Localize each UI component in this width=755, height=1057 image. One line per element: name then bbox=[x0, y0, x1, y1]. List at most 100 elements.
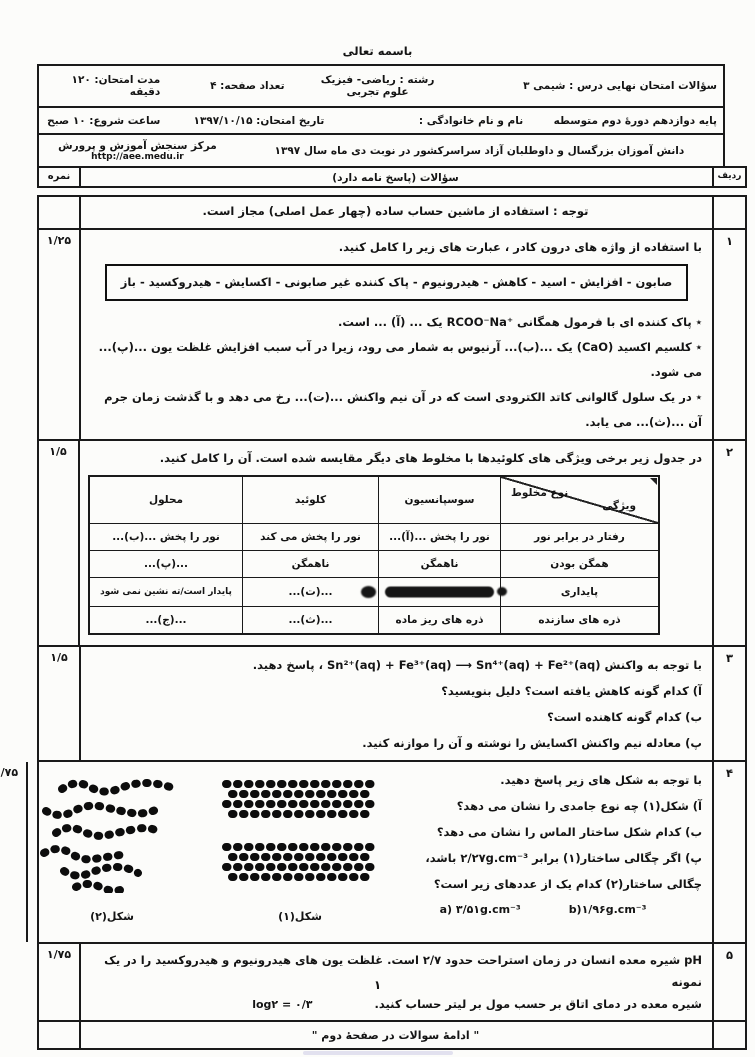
question-3-item-a-bold: دلیل بنویسید؟ bbox=[441, 684, 521, 698]
question-2-number: ۲ bbox=[712, 441, 745, 645]
question-2-body: در جدول زیر برخی ویژگی های کلوئیدها با م… bbox=[80, 441, 712, 645]
question-4-item-a: آ) شکل(۱) چه نوع جامدی را نشان می دهد؟ bbox=[456, 799, 702, 813]
question-5-row: ۵ pH شیره معده انسان در زمان استراحت حدو… bbox=[39, 942, 745, 1020]
ink-smudge bbox=[385, 586, 494, 598]
colloid-comparison-table: نوع مخلوط ویژگی سوسپانسیون کلوئید محلول … bbox=[88, 475, 660, 635]
bottom-watermark-remnant bbox=[302, 1051, 453, 1055]
grade-cell: پایه دوازدهم دورهٔ دوم متوسطه bbox=[553, 114, 717, 127]
question-1-number: ۱ bbox=[712, 230, 745, 439]
redox-reaction-equation: Sn²⁺(aq) + Fe³⁺(aq) ⟶ Sn⁴⁺(aq) + Fe²⁺(aq… bbox=[326, 658, 601, 672]
figure-1-caption: شکل(۱) bbox=[278, 910, 322, 923]
question-4-options: a) ۳/۵۱g.cm⁻³ b)۱/۹۶g.cm⁻³ bbox=[384, 897, 702, 923]
mixture-type-label: نوع مخلوط bbox=[511, 487, 569, 499]
question-4-row: ۴ با توجه به شکل های زیر پاسخ دهید. آ) ش… bbox=[0, 760, 745, 942]
name-cell: نام و نام خانوادگی : bbox=[418, 114, 524, 127]
question-5-line2: شیره معده در دمای اتاق بر حسب مول بر لیت… bbox=[252, 997, 702, 1011]
detergent-formula: RCOO⁻Na⁺ bbox=[446, 315, 514, 329]
question-1-item-a: ٭ پاک کننده ای با فرمول همگانی RCOO⁻Na⁺ … bbox=[338, 315, 702, 329]
question-5-body: pH شیره معده انسان در زمان استراحت حدود … bbox=[81, 944, 712, 1020]
field-line1: رشته : ریاضی- فیزیک bbox=[320, 74, 435, 86]
question-4-item-p: پ) اگر چگالی ساختار(۱) برابر ۲/۲۷g.cm⁻³ … bbox=[425, 851, 702, 865]
question-1-row: ۱ با استفاده از واژه های درون کادر ، عبا… bbox=[39, 228, 745, 439]
density-structure-1: ۲/۲۷g.cm⁻³ bbox=[460, 851, 529, 865]
question-4-text-column: با توجه به شکل های زیر پاسخ دهید. آ) شکل… bbox=[384, 767, 702, 929]
row-stability-label: پایداری bbox=[497, 577, 658, 606]
ink-smudge bbox=[361, 586, 376, 598]
question-3-item-b: ب) کدام گونه کاهنده است؟ bbox=[547, 710, 702, 724]
notice-text: استفاده از ماشین حساب ساده (چهار عمل اصل… bbox=[202, 204, 550, 218]
question-1-item-c: ٭ در یک سلول گالوانی کاتد الکترودی است ک… bbox=[104, 390, 702, 429]
question-1-item-b: ٭ کلسیم اکسید (CaO) یک ...(ب)... آرنیوس … bbox=[98, 340, 702, 379]
audience-cell: دانش آموزان بزرگسال و داوطلبان آزاد سراس… bbox=[274, 144, 685, 157]
question-3-number: ۳ bbox=[712, 647, 745, 760]
questions-column-header: سؤالات (پاسخ نامه دارد) bbox=[332, 172, 459, 184]
header-row-3: دانش آموزان بزرگسال و داوطلبان آزاد سراس… bbox=[39, 133, 723, 166]
word-bank-box: صابون - افزایش - اسید - کاهش - هیدرونیوم… bbox=[105, 264, 688, 301]
cell-particles-suspension: ذره های ریز ماده bbox=[378, 606, 500, 633]
header-row-2: پایه دوازدهم دورهٔ دوم متوسطه نام و نام … bbox=[39, 106, 723, 133]
question-1-score: ۱/۲۵ bbox=[39, 230, 81, 439]
question-2-row: ۲ در جدول زیر برخی ویژگی های کلوئیدها با… bbox=[39, 439, 745, 645]
question-3-item-a: آ) کدام گونه کاهش یافته است؟ دلیل بنویسی… bbox=[441, 684, 702, 698]
log-given-value: log۲ = ۰/۳ bbox=[252, 998, 313, 1011]
question-1-body: با استفاده از واژه های درون کادر ، عبارت… bbox=[81, 230, 712, 439]
option-a-density: a) ۳/۵۱g.cm⁻³ bbox=[439, 903, 521, 916]
question-5-line1: pH شیره معده انسان در زمان استراحت حدود … bbox=[104, 953, 702, 989]
figure-2: شکل(۲) bbox=[36, 775, 188, 929]
question-5-number: ۵ bbox=[712, 944, 745, 1020]
cell-homogeneous-suspension: ناهمگن bbox=[378, 550, 500, 577]
question-3-item-p: پ) معادله نیم واکنش اکسایش را نوشته و آن… bbox=[362, 736, 702, 750]
diagonal-header-cell: نوع مخلوط ویژگی bbox=[500, 477, 658, 523]
cell-particles-solution: ...(ج)... bbox=[90, 606, 242, 633]
top-watermark: www.medu.ir bbox=[320, 0, 435, 5]
question-4-figures: شکل(۱) bbox=[36, 767, 384, 929]
column-suspension: سوسپانسیون bbox=[378, 477, 500, 523]
row-homogeneous-label: همگن بودن bbox=[500, 550, 658, 577]
assessment-center-cell: مرکز سنجش آموزش و پرورش http://aee.medu.… bbox=[39, 135, 236, 166]
question-3-intro: با توجه به واکنش Sn²⁺(aq) + Fe³⁺(aq) ⟶ S… bbox=[252, 658, 702, 672]
question-3-score: ۱/۵ bbox=[39, 647, 81, 760]
row-number-column-header: ردیف bbox=[712, 168, 745, 186]
question-3-row: ۳ با توجه به واکنش Sn²⁺(aq) + Fe³⁺(aq) ⟶… bbox=[39, 645, 745, 760]
field-cell: رشته : ریاضی- فیزیک علوم تجربی bbox=[291, 66, 465, 106]
ink-smudge bbox=[497, 587, 507, 596]
exam-title-label: سؤالات امتحان نهایی درس : bbox=[569, 80, 717, 92]
calculator-notice: توجه : استفاده از ماشین حساب ساده (چهار … bbox=[81, 197, 712, 228]
question-4-score: ۰/۷۵ bbox=[0, 762, 28, 942]
figure-1-crystalline-solid-diagram bbox=[222, 780, 380, 881]
notice-label: توجه : bbox=[553, 204, 589, 218]
question-4-item-p-line2: چگالی ساختار(۲) کدام یک از عددهای زیر اس… bbox=[433, 877, 702, 891]
question-3-body: با توجه به واکنش Sn²⁺(aq) + Fe³⁺(aq) ⟶ S… bbox=[81, 647, 712, 760]
figure-2-caption: شکل(۲) bbox=[90, 910, 134, 923]
row-particles-label: ذره های سازنده bbox=[500, 606, 658, 633]
cell-particles-colloid: ...(ث)... bbox=[242, 606, 378, 633]
top-watermark-text: www.medu.ir bbox=[320, 0, 435, 4]
exam-subject: شیمی ۳ bbox=[523, 80, 566, 92]
question-4-body: با توجه به شکل های زیر پاسخ دهید. آ) شکل… bbox=[28, 762, 712, 942]
cell-stability-colloid: ...(ت)... bbox=[242, 577, 378, 606]
option-b-density: b)۱/۹۶g.cm⁻³ bbox=[568, 903, 647, 916]
page-number: ۱ bbox=[373, 978, 382, 992]
pages-cell: تعداد صفحه: ۴ bbox=[210, 80, 285, 92]
question-4-item-b: ب) کدام شکل ساختار الماس را نشان می دهد؟ bbox=[436, 825, 702, 839]
cell-homogeneous-colloid: ناهمگن bbox=[242, 550, 378, 577]
field-line2: علوم تجربی bbox=[346, 86, 409, 98]
cell-stability-solution: پایدار است/ته نشین نمی شود bbox=[90, 577, 242, 606]
cell-homogeneous-solution: ...(پ)... bbox=[90, 550, 242, 577]
question-5-score: ۱/۷۵ bbox=[39, 944, 81, 1020]
table-title-row: ردیف سؤالات (پاسخ نامه دارد) نمره bbox=[37, 166, 747, 188]
question-4-number: ۴ bbox=[712, 762, 745, 942]
property-label: ویژگی bbox=[602, 500, 636, 512]
column-solution: محلول bbox=[148, 493, 184, 506]
exam-title-cell: سؤالات امتحان نهایی درس : شیمی ۳ bbox=[465, 66, 723, 106]
cao-formula: (CaO) bbox=[576, 340, 614, 354]
figure-2-amorphous-solid-diagram bbox=[40, 778, 180, 895]
column-colloid: کلوئید bbox=[242, 477, 378, 523]
cell-light-colloid: نور را پخش می کند bbox=[242, 523, 378, 550]
exam-header-table: سؤالات امتحان نهایی درس : شیمی ۳ رشته : … bbox=[37, 64, 725, 168]
cell-stability-suspension bbox=[378, 577, 500, 606]
date-cell: تاریخ امتحان: ۱۳۹۷/۱۰/۱۵ bbox=[193, 114, 325, 127]
cell-light-solution: نور را پخش ...(ب)... bbox=[90, 523, 242, 550]
start-time-cell: ساعت شروع: ۱۰ صبح bbox=[47, 114, 161, 127]
continue-note: " ادامهٔ سوالات در صفحهٔ دوم " bbox=[311, 1029, 480, 1042]
